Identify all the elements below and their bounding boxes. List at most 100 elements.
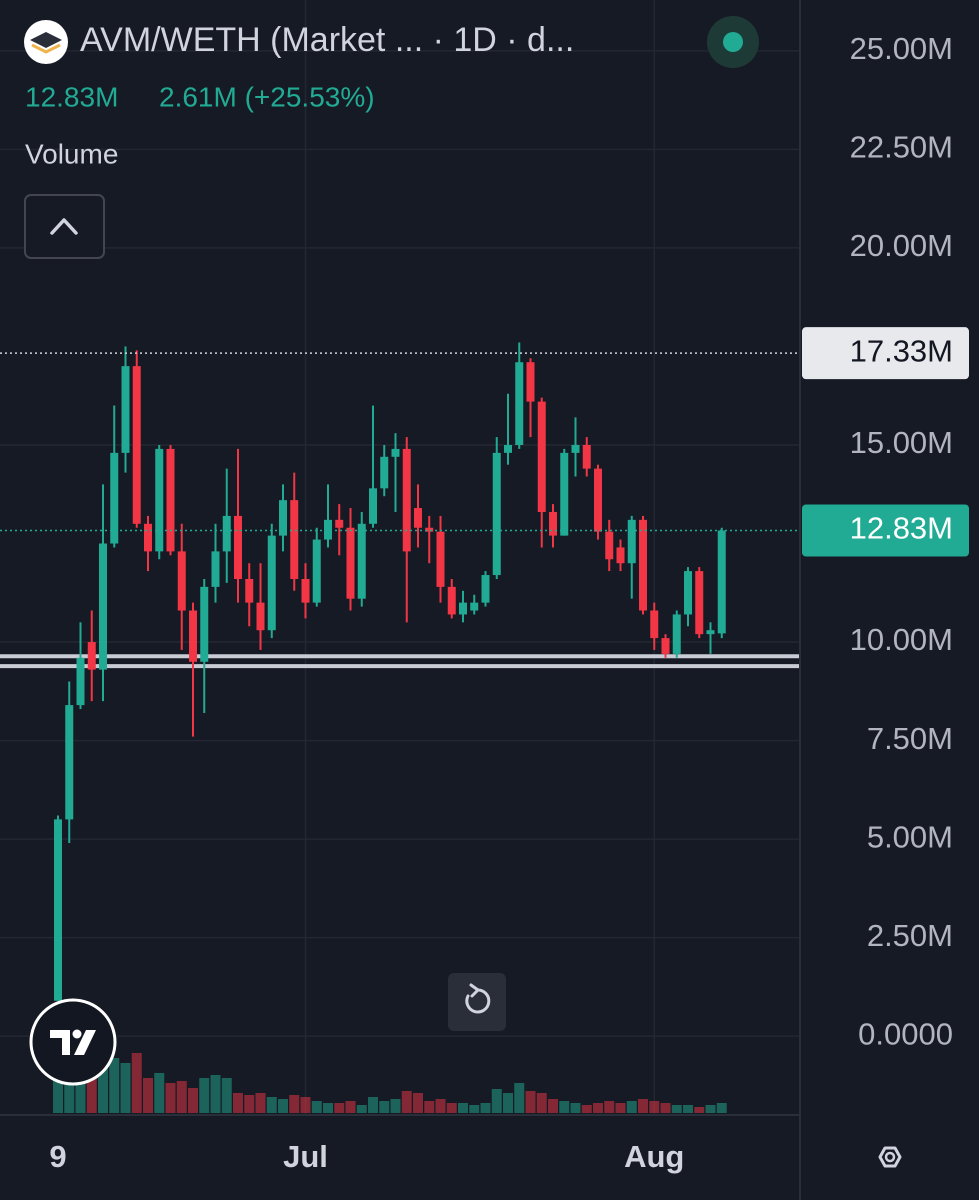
candle-body [267, 535, 276, 631]
volume-bar [210, 1075, 221, 1113]
candle-body [245, 578, 254, 603]
volume-bar [154, 1073, 165, 1113]
candle-body [335, 519, 344, 528]
volume-bar [266, 1097, 277, 1113]
candle-body [616, 547, 625, 564]
volume-bar [289, 1095, 300, 1113]
candle-body [234, 515, 242, 579]
volume-bar [334, 1103, 345, 1113]
volume-bar [300, 1097, 311, 1113]
candle-body [200, 586, 209, 662]
y-tick-label: 5.00M [867, 819, 953, 854]
candle-body [155, 448, 164, 552]
volume-bar [694, 1107, 705, 1113]
candle-body [211, 551, 220, 587]
volume-bar [604, 1101, 615, 1113]
volume-bar [98, 1055, 108, 1113]
candle-body [447, 586, 456, 615]
candle-body [402, 448, 411, 552]
candle-body [695, 571, 704, 635]
price-label-box [802, 327, 969, 380]
volume-bar [480, 1103, 491, 1113]
volume-bar [570, 1103, 581, 1113]
volume-bar [323, 1103, 333, 1113]
volume-bar [86, 1058, 97, 1113]
candle-body [672, 614, 681, 654]
y-tick-label: 7.50M [867, 721, 953, 756]
candle-body [515, 362, 524, 445]
candle-body [425, 527, 434, 532]
candle-body [65, 705, 74, 820]
candle-body [132, 366, 141, 524]
volume-bar [548, 1099, 558, 1113]
candle-body [144, 523, 152, 552]
candle-body [571, 444, 580, 453]
candle-body [121, 366, 130, 453]
candle-body [706, 630, 715, 635]
volume-bar [593, 1103, 603, 1113]
volume-bar [233, 1093, 243, 1113]
candle-body [222, 515, 231, 552]
settings-button[interactable] [878, 1146, 902, 1168]
volume-bar [53, 1073, 63, 1113]
x-tick-label: Jul [283, 1139, 328, 1174]
volume-bar [503, 1093, 513, 1113]
volume-bar [705, 1105, 716, 1113]
volume-bar [244, 1095, 255, 1113]
symbol-icon [24, 20, 68, 64]
candle-body [166, 448, 175, 552]
x-tick-label: Aug [624, 1139, 684, 1174]
candle-body [436, 531, 445, 587]
candle-body [54, 819, 62, 1001]
candle-body [312, 539, 321, 603]
volume-bar [109, 1058, 120, 1113]
candle-body [290, 500, 299, 579]
volume-bar [413, 1093, 423, 1113]
y-tick-label: 0.0000 [858, 1016, 953, 1051]
volume-bar [559, 1101, 570, 1113]
volume-bar [199, 1078, 210, 1113]
price-label: 12.83M [850, 511, 953, 546]
candle-body [369, 488, 377, 524]
grid [0, 0, 800, 1115]
candle-body [605, 531, 614, 560]
candle-body [684, 571, 692, 615]
axes: 25.00M 22.50M 20.00M 15.00M 10.00M 7.50M 5.00M… [49, 31, 969, 1174]
candle-body [627, 519, 636, 564]
candle-body [639, 519, 647, 611]
volume-bar [188, 1088, 198, 1113]
volume-bar [446, 1103, 457, 1113]
volume-bar [311, 1101, 322, 1113]
candle-body [87, 642, 96, 670]
price-label-box [802, 504, 969, 557]
reset-button[interactable] [448, 973, 506, 1031]
volume-bar [626, 1101, 637, 1113]
volume-bar [514, 1083, 525, 1113]
volume-bar [390, 1099, 401, 1113]
candle-body [391, 448, 400, 457]
y-tick-label: 10.00M [850, 622, 953, 657]
volume-bar [165, 1083, 176, 1113]
volume-bar [660, 1103, 671, 1113]
candle-body [177, 551, 186, 611]
candle-body [256, 602, 265, 631]
candle-body [717, 530, 726, 634]
candle-body [324, 519, 332, 540]
collapse-button[interactable] [24, 194, 105, 259]
volume-bar [131, 1053, 142, 1113]
candle-body [301, 578, 310, 603]
candle-body [560, 452, 569, 536]
candle-body [189, 610, 197, 662]
volume-bar [75, 1063, 86, 1113]
last-value: 12.83M [25, 81, 118, 112]
candle-body [582, 444, 591, 469]
candle-body [661, 638, 670, 654]
chart-title: AVM/WETH (Market ... · 1D · d... [80, 21, 574, 59]
volume-bar [401, 1091, 412, 1113]
volume-bar [671, 1105, 682, 1113]
price-label: 17.33M [850, 333, 953, 368]
volume-bar [120, 1063, 131, 1113]
volume-bar [356, 1105, 367, 1113]
candle-body [504, 444, 512, 453]
